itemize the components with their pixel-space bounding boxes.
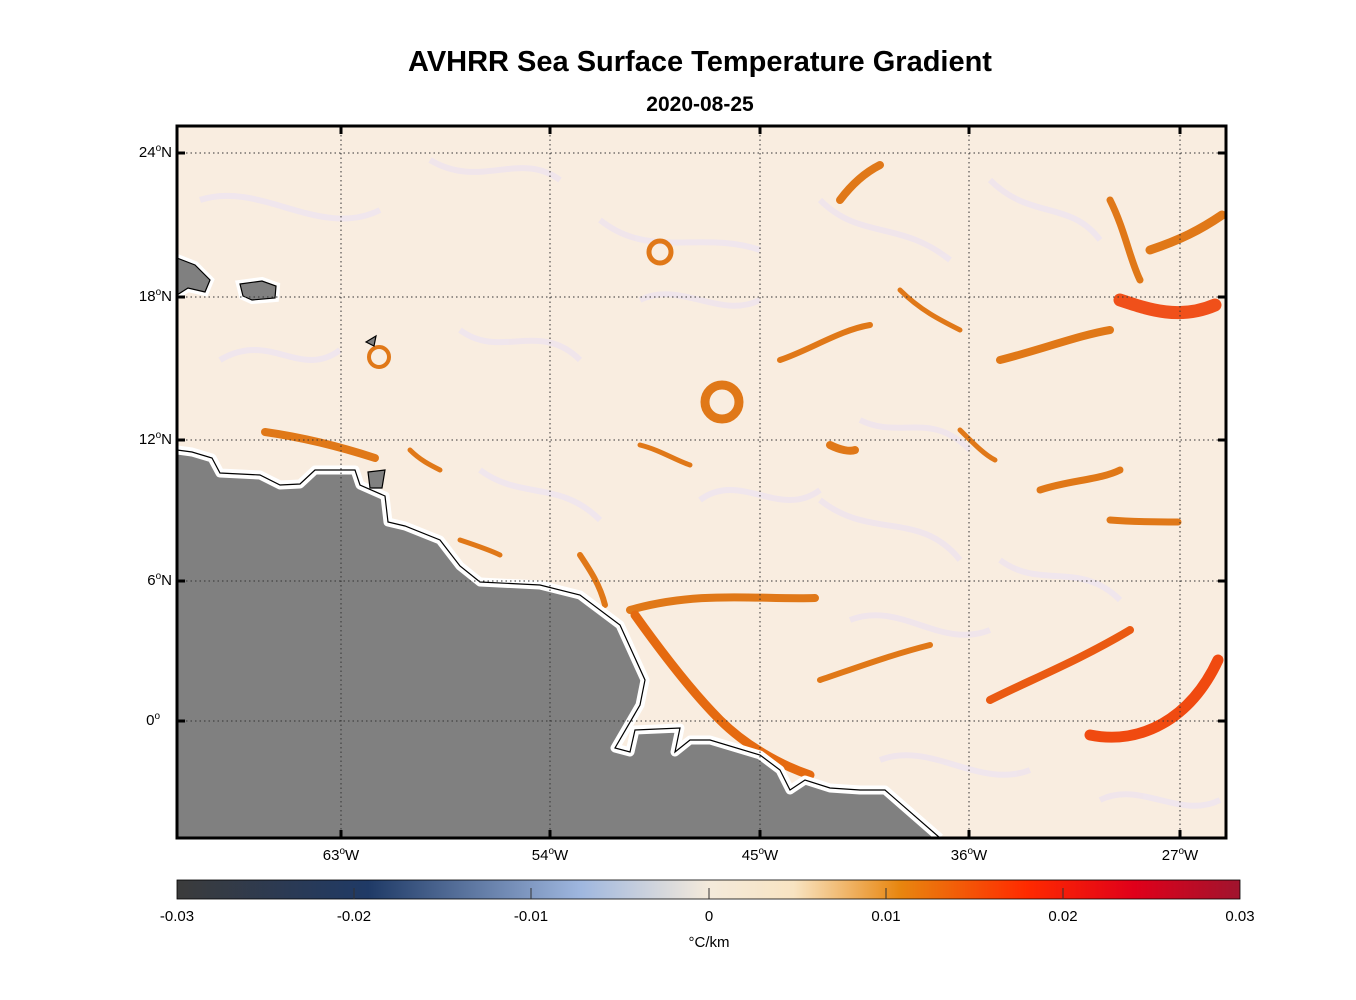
tick-marks [177, 126, 1226, 838]
eddy-ring [646, 238, 674, 266]
lon-label-45: 45oW [741, 846, 779, 864]
colorbar-ticks [353, 888, 1064, 899]
lon-label-27: 27oW [1161, 846, 1199, 864]
lat-label-6: 6oN [147, 571, 172, 589]
colorbar-label-zero: 0 [704, 908, 714, 925]
colorbar-label-002: 0.02 [1048, 908, 1078, 925]
colorbar-label-neg002: -0.02 [336, 908, 372, 925]
gridlines [177, 126, 1226, 838]
map-frame [175, 124, 1228, 840]
land-south-america-outline [177, 449, 941, 838]
colorbar-label-001: 0.01 [871, 908, 901, 925]
chart-title: AVHRR Sea Surface Temperature Gradient [408, 46, 992, 78]
colorbar-label-003: 0.03 [1225, 908, 1255, 925]
lat-label-24: 24oN [138, 143, 172, 161]
colorbar-units: °C/km [688, 934, 730, 951]
lat-label-0: 0o [146, 711, 160, 729]
lat-label-12: 12oN [138, 430, 172, 448]
eddy-ring [700, 380, 744, 424]
lat-label-18: 18oN [138, 287, 172, 305]
lon-label-36: 36oW [950, 846, 988, 864]
eddy-ring [367, 345, 391, 369]
lon-label-63: 63oW [322, 846, 360, 864]
lon-label-54: 54oW [531, 846, 569, 864]
caribbean-islands [177, 253, 386, 489]
colorbar-label-neg003: -0.03 [159, 908, 195, 925]
thermal-fronts [261, 161, 1226, 780]
chart-subtitle: 2020-08-25 [646, 93, 754, 116]
colorbar-label-neg001: -0.01 [513, 908, 549, 925]
